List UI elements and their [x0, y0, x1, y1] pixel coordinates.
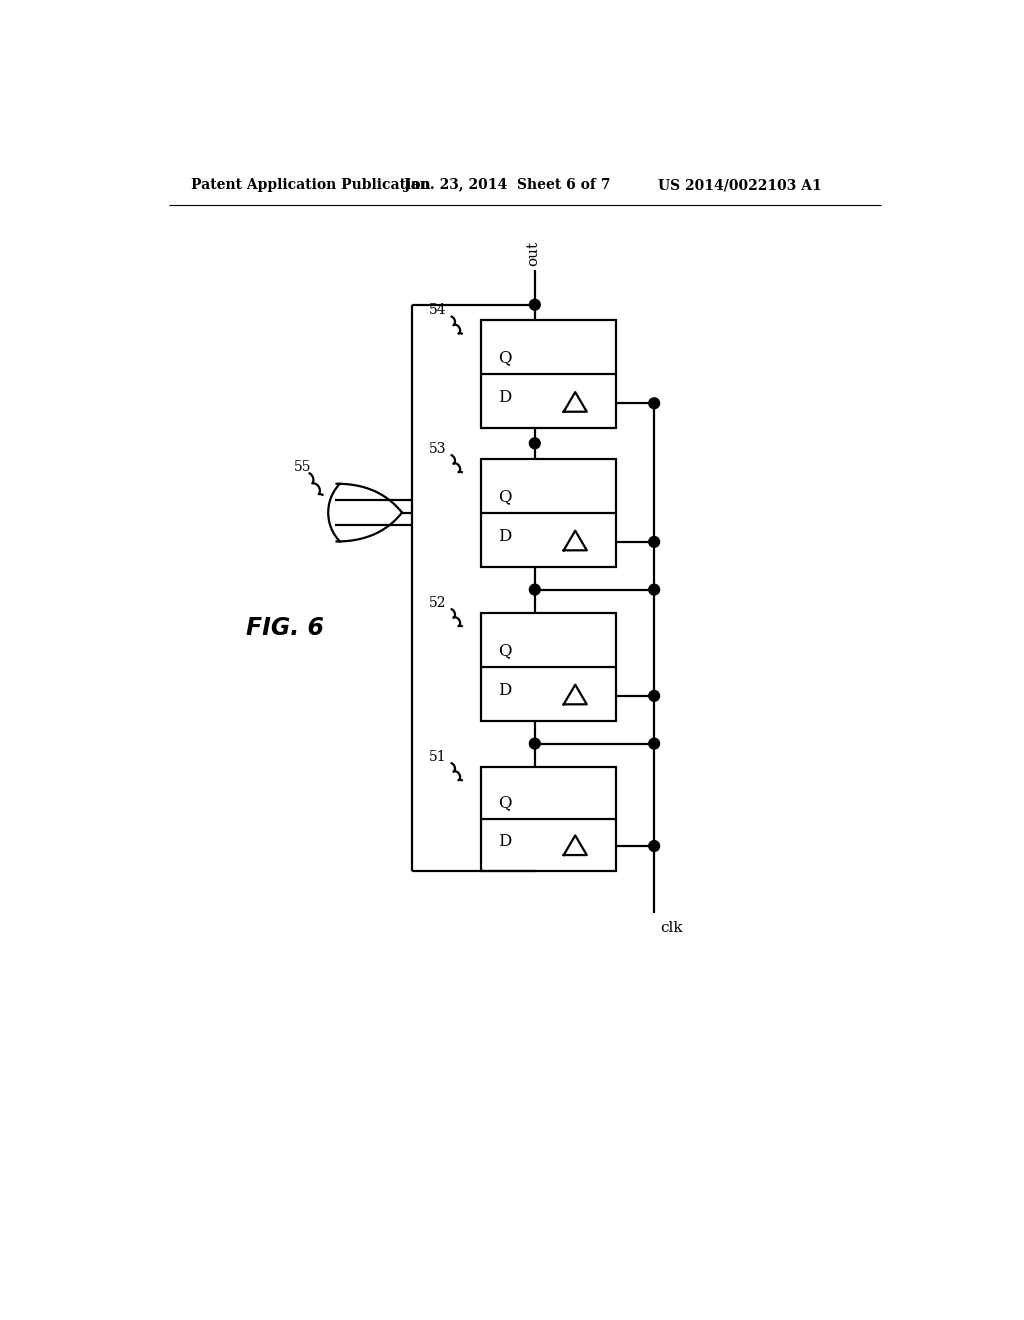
Text: FIG. 6: FIG. 6: [246, 616, 324, 640]
Text: D: D: [498, 682, 511, 698]
Circle shape: [529, 738, 541, 748]
Text: Jan. 23, 2014  Sheet 6 of 7: Jan. 23, 2014 Sheet 6 of 7: [403, 178, 610, 193]
Text: out: out: [526, 242, 541, 267]
Circle shape: [529, 585, 541, 595]
Text: D: D: [498, 528, 511, 545]
Text: Q: Q: [498, 642, 511, 659]
Bar: [481, 612, 615, 721]
Text: D: D: [498, 389, 511, 407]
Text: 52: 52: [429, 595, 446, 610]
Text: 54: 54: [429, 304, 446, 317]
Text: Patent Application Publication: Patent Application Publication: [190, 178, 430, 193]
Bar: [481, 321, 615, 428]
Circle shape: [649, 690, 659, 701]
Text: 51: 51: [429, 750, 446, 763]
Bar: [481, 767, 615, 871]
Text: 55: 55: [294, 459, 311, 474]
Text: Q: Q: [498, 488, 511, 506]
Circle shape: [649, 536, 659, 548]
Text: clk: clk: [660, 921, 683, 935]
Text: 53: 53: [429, 442, 446, 455]
Text: Q: Q: [498, 795, 511, 812]
Circle shape: [649, 397, 659, 409]
Circle shape: [649, 841, 659, 851]
Text: D: D: [498, 833, 511, 850]
Circle shape: [529, 438, 541, 449]
Bar: [481, 459, 615, 566]
Text: Q: Q: [498, 350, 511, 367]
Circle shape: [529, 300, 541, 310]
Circle shape: [649, 585, 659, 595]
Text: US 2014/0022103 A1: US 2014/0022103 A1: [658, 178, 821, 193]
Circle shape: [649, 738, 659, 748]
